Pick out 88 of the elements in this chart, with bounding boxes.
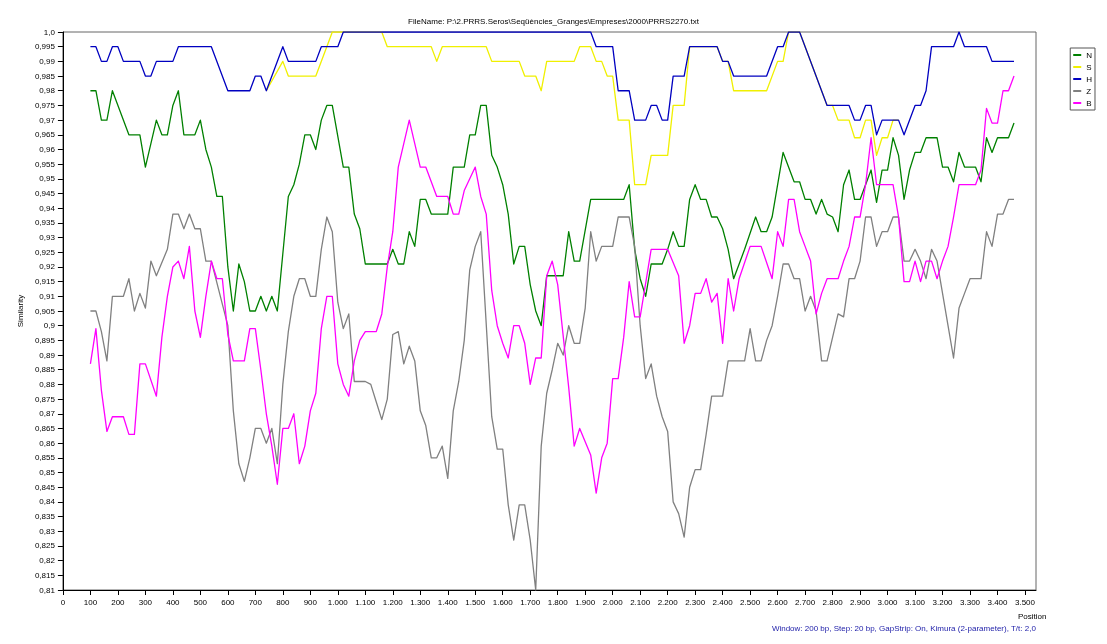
y-tick-label: 0,985	[34, 71, 56, 81]
x-tick-label: 600	[221, 597, 236, 607]
x-tick-label: 1.600	[492, 597, 514, 607]
x-tick-label: 700	[248, 597, 263, 607]
line-series	[89, 198, 1015, 591]
x-tick-label: 2.000	[602, 597, 624, 607]
y-tick-label: 0,975	[34, 100, 56, 110]
x-tick-label: 200	[111, 597, 126, 607]
legend-label: B	[1086, 98, 1092, 108]
line-series	[89, 75, 1015, 494]
y-tick-label: 0,85	[39, 468, 56, 478]
x-tick-label: 2.100	[630, 597, 651, 607]
x-tick-label: 1.300	[410, 597, 431, 607]
y-tick-label: 0,94	[39, 203, 56, 213]
x-tick-label: 3.100	[905, 597, 926, 607]
legend-label: Z	[1086, 86, 1092, 96]
y-tick-label: 0,925	[34, 247, 56, 257]
y-tick-label: 0,91	[39, 291, 56, 301]
x-tick-label: 3.200	[932, 597, 954, 607]
x-tick-label: 3.500	[1014, 597, 1036, 607]
y-tick-label: 0,905	[34, 306, 56, 316]
y-tick-label: 0,81	[39, 585, 56, 595]
y-tick-label: 0,845	[34, 482, 56, 492]
x-tick-label: 2.200	[657, 597, 679, 607]
x-tick-label: 2.300	[685, 597, 706, 607]
chart-title: FileName: P:\2.PRRS.Seros\Seqüències_Granges\Empreses\2000\PRRS2270.txt	[408, 16, 700, 26]
y-tick-label: 0,855	[34, 453, 56, 463]
y-tick-label: 0,82	[39, 556, 56, 566]
x-tick-label: 3.300	[960, 597, 981, 607]
x-tick-label: 900	[303, 597, 318, 607]
x-tick-label: 3.400	[987, 597, 1009, 607]
x-tick-label: 1.000	[327, 597, 349, 607]
x-tick-label: 2.600	[767, 597, 789, 607]
line-series	[89, 90, 1015, 327]
y-tick-label: 0,99	[39, 56, 56, 66]
legend-label: H	[1086, 74, 1093, 84]
y-tick-label: 0,895	[34, 335, 56, 345]
x-tick-label: 1.100	[355, 597, 376, 607]
x-tick-label: 1.400	[437, 597, 459, 607]
x-tick-label: 3.000	[877, 597, 899, 607]
y-tick-label: 0,885	[34, 365, 56, 375]
x-tick-label: 2.700	[795, 597, 816, 607]
x-tick-label: 2.800	[822, 597, 844, 607]
y-tick-label: 0,815	[34, 570, 56, 580]
x-tick-label: 1.900	[575, 597, 596, 607]
y-tick-label: 0,98	[39, 86, 56, 96]
x-tick-label: 300	[138, 597, 153, 607]
y-tick-label: 0,93	[39, 233, 56, 243]
y-tick-label: 0,86	[39, 438, 56, 448]
y-tick-label: 0,9	[43, 321, 56, 331]
y-tick-label: 0,935	[34, 218, 56, 228]
x-tick-label: 100	[83, 597, 98, 607]
y-tick-label: 0,95	[39, 174, 56, 184]
x-tick-label: 500	[193, 597, 208, 607]
y-tick-label: 0,965	[34, 130, 56, 140]
x-tick-label: 800	[276, 597, 291, 607]
x-tick-label: 1.200	[382, 597, 404, 607]
x-tick-label: 1.800	[547, 597, 569, 607]
y-tick-label: 0,88	[39, 379, 56, 389]
y-tick-label: 0,835	[34, 512, 56, 522]
y-tick-label: 0,915	[34, 277, 56, 287]
y-tick-label: 1,0	[43, 27, 56, 37]
y-tick-label: 0,84	[39, 497, 56, 507]
x-tick-label: 1.500	[465, 597, 486, 607]
y-tick-label: 0,83	[39, 526, 56, 536]
legend-label: S	[1086, 62, 1092, 72]
y-tick-label: 0,945	[34, 189, 56, 199]
x-tick-label: 1.700	[520, 597, 541, 607]
x-tick-label: 2.400	[712, 597, 734, 607]
y-tick-label: 0,875	[34, 394, 56, 404]
y-tick-label: 0,955	[34, 159, 56, 169]
text: Window: 200 bp, Step: 20 bp, GapStrip: On, Kimura (2-parameter), T/t: 2,0	[771, 623, 1037, 633]
x-tick-label: 400	[166, 597, 181, 607]
y-tick-label: 0,865	[34, 423, 56, 433]
line-series	[89, 31, 1015, 136]
x-axis-title: Position	[1018, 611, 1047, 621]
x-tick-label: 2.500	[740, 597, 761, 607]
y-tick-label: 0,995	[34, 42, 56, 52]
y-tick-label: 0,92	[39, 262, 56, 272]
y-tick-label: 0,97	[39, 115, 56, 125]
y-tick-label: 0,96	[39, 144, 56, 154]
y-tick-label: 0,87	[39, 409, 56, 419]
y-axis-title: Similarity	[15, 294, 25, 328]
y-tick-label: 0,89	[39, 350, 56, 360]
y-tick-label: 0,825	[34, 541, 56, 551]
x-tick-label: 2.900	[850, 597, 871, 607]
legend-label: N	[1086, 50, 1093, 60]
x-tick-label: 0	[60, 597, 66, 607]
